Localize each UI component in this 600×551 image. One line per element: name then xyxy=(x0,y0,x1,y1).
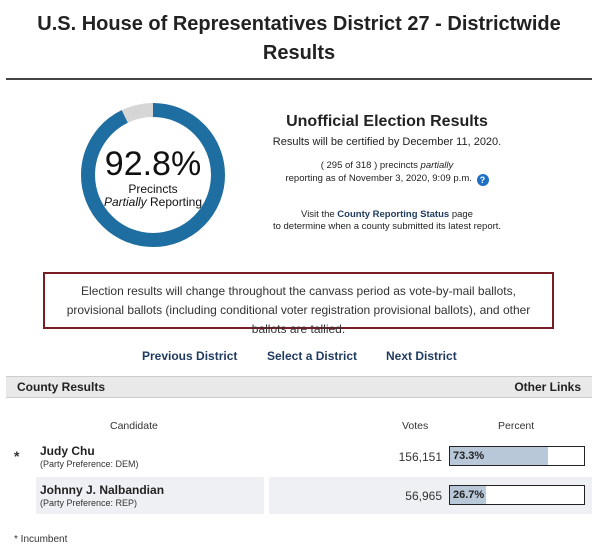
precinct-timestamp: reporting as of November 3, 2020, 9:09 p… xyxy=(285,173,472,184)
previous-district-link[interactable]: Previous District xyxy=(142,349,238,363)
percent-value: 73.3% xyxy=(453,450,485,462)
reporting-gauge: 92.8% Precincts Partially Reporting xyxy=(78,100,228,250)
precinct-partially: partially xyxy=(420,160,454,171)
candidate-cell: Johnny J. Nalbandian (Party Preference: … xyxy=(36,477,264,514)
percent-bar-fill xyxy=(450,486,486,504)
header-votes: Votes xyxy=(402,420,429,432)
county-reporting-status-link[interactable]: County Reporting Status xyxy=(337,209,450,220)
candidate-name: Judy Chu xyxy=(40,444,95,458)
vote-count: 156,151 xyxy=(398,450,442,464)
percent-bar-fill xyxy=(450,447,549,465)
page-title: U.S. House of Representatives District 2… xyxy=(37,13,561,64)
reporting-label-status: Partially Reporting xyxy=(78,196,228,209)
candidate-party: (Party Preference: DEM) xyxy=(40,459,139,469)
visit-line2: to determine when a county submitted its… xyxy=(272,221,502,232)
reporting-percent: 92.8% xyxy=(104,145,202,183)
header-candidate: Candidate xyxy=(110,420,158,432)
certification-text: Results will be certified by December 11… xyxy=(272,136,502,148)
table-row: Johnny J. Nalbandian (Party Preference: … xyxy=(6,477,592,515)
candidate-party: (Party Preference: REP) xyxy=(40,498,138,508)
percent-cell: 26.7% xyxy=(444,477,592,514)
votes-cell: 56,965 xyxy=(269,477,446,514)
reporting-partially: Partially xyxy=(103,195,147,209)
percent-value: 26.7% xyxy=(453,489,485,501)
incumbent-marker: * xyxy=(14,448,20,464)
reporting-word: Reporting xyxy=(150,195,203,209)
percent-bar: 73.3% xyxy=(449,446,585,466)
gauge-fill xyxy=(81,103,225,247)
results-info: Unofficial Election Results Results will… xyxy=(262,112,512,233)
select-district-link[interactable]: Select a District xyxy=(267,349,358,363)
table-row: * Judy Chu (Party Preference: DEM) 156,1… xyxy=(6,438,592,476)
next-district-link[interactable]: Next District xyxy=(386,349,457,363)
county-status-note: Visit the County Reporting Status page t… xyxy=(262,209,512,233)
percent-bar: 26.7% xyxy=(449,485,585,505)
header-percent: Percent xyxy=(498,420,535,432)
vote-count: 56,965 xyxy=(405,489,442,503)
help-icon[interactable]: ? xyxy=(476,174,489,186)
results-heading: Unofficial Election Results xyxy=(286,113,488,130)
votes-cell: 156,151 xyxy=(269,438,446,475)
candidate-cell: Judy Chu (Party Preference: DEM) xyxy=(36,438,264,475)
candidate-name: Johnny J. Nalbandian xyxy=(40,483,165,497)
precinct-count: ( 295 of 318 ) precincts xyxy=(320,160,418,171)
precinct-status: ( 295 of 318 ) precincts partially repor… xyxy=(262,159,512,186)
gauge-ring xyxy=(81,103,225,247)
section-bar: County Results Other Links xyxy=(6,376,592,398)
county-results-link[interactable]: County Results xyxy=(17,380,106,394)
reporting-label-precincts: Precincts xyxy=(128,182,178,196)
percent-cell: 73.3% xyxy=(444,438,592,475)
canvass-notice: Election results will change throughout … xyxy=(43,272,554,336)
title-divider xyxy=(6,78,592,80)
visit-pre: Visit the xyxy=(301,209,335,220)
other-links-link[interactable]: Other Links xyxy=(514,380,581,394)
incumbent-footnote: * Incumbent xyxy=(14,534,68,545)
visit-post: page xyxy=(451,209,473,220)
